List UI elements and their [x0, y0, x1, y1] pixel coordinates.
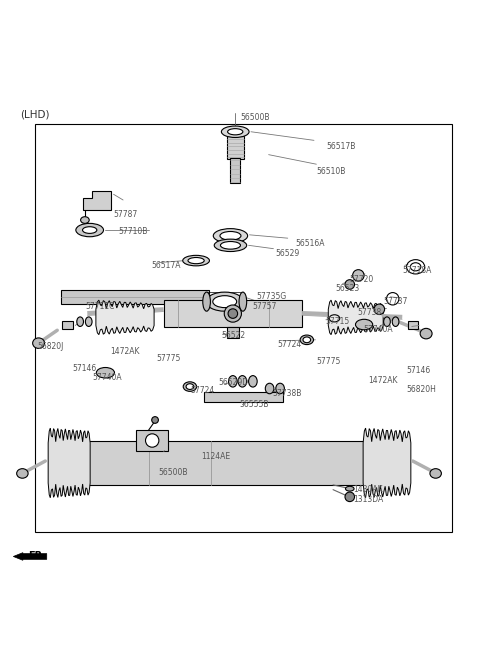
Text: 57737: 57737	[383, 297, 408, 306]
Text: 57775: 57775	[156, 354, 181, 363]
Text: FR.: FR.	[28, 552, 46, 562]
Circle shape	[374, 304, 384, 314]
Ellipse shape	[420, 329, 432, 339]
Text: 56516A: 56516A	[295, 239, 324, 249]
Ellipse shape	[228, 376, 237, 387]
Text: 56517B: 56517B	[326, 142, 355, 151]
Polygon shape	[13, 552, 47, 560]
Circle shape	[145, 434, 159, 447]
Text: 57757: 57757	[252, 302, 276, 311]
Ellipse shape	[276, 383, 284, 394]
Ellipse shape	[238, 376, 247, 387]
Circle shape	[353, 269, 364, 281]
Text: 57740A: 57740A	[92, 373, 122, 382]
Text: 56529D: 56529D	[218, 378, 249, 387]
Polygon shape	[96, 300, 154, 335]
Ellipse shape	[33, 338, 45, 348]
Text: 57787: 57787	[114, 210, 138, 219]
Circle shape	[224, 305, 241, 322]
Text: 57715: 57715	[325, 317, 349, 326]
Text: 57710B: 57710B	[118, 226, 148, 235]
Text: 57735G: 57735G	[257, 292, 287, 301]
Text: 57720: 57720	[350, 276, 374, 284]
Ellipse shape	[183, 255, 209, 266]
Ellipse shape	[81, 216, 89, 223]
Ellipse shape	[346, 487, 354, 491]
Text: 1472AK: 1472AK	[368, 376, 397, 385]
Bar	[35, 124, 452, 532]
Text: 1472AK: 1472AK	[110, 347, 140, 355]
Ellipse shape	[83, 226, 97, 233]
Ellipse shape	[300, 335, 313, 345]
Ellipse shape	[96, 368, 115, 378]
Ellipse shape	[76, 223, 104, 237]
Bar	[164, 300, 302, 327]
Text: 56820H: 56820H	[406, 386, 436, 394]
Bar	[227, 327, 239, 339]
Text: 57724: 57724	[190, 386, 214, 395]
Text: 57718A: 57718A	[402, 265, 432, 275]
Text: 57738B: 57738B	[273, 389, 302, 398]
Text: 57146: 57146	[406, 366, 431, 376]
Ellipse shape	[213, 228, 248, 243]
Polygon shape	[83, 192, 111, 210]
Ellipse shape	[220, 231, 241, 240]
Ellipse shape	[203, 292, 210, 311]
Text: 56510B: 56510B	[316, 167, 346, 176]
Bar	[62, 321, 73, 329]
Ellipse shape	[220, 241, 240, 249]
Text: 57740A: 57740A	[363, 325, 393, 334]
Ellipse shape	[221, 126, 249, 138]
Text: 57711C: 57711C	[85, 302, 114, 311]
Ellipse shape	[303, 337, 311, 343]
Text: (LHD): (LHD)	[21, 109, 50, 119]
Text: 1124AE: 1124AE	[201, 452, 230, 461]
Text: 57775: 57775	[316, 357, 341, 366]
Ellipse shape	[356, 319, 372, 330]
Ellipse shape	[228, 128, 243, 135]
Circle shape	[152, 417, 158, 423]
Ellipse shape	[265, 383, 274, 394]
Polygon shape	[363, 428, 411, 498]
Text: 56500B: 56500B	[158, 468, 187, 476]
Ellipse shape	[213, 296, 237, 308]
Ellipse shape	[183, 382, 197, 391]
Bar	[408, 321, 419, 329]
Circle shape	[345, 280, 355, 289]
Ellipse shape	[77, 317, 84, 327]
Text: 57724: 57724	[277, 340, 301, 349]
Text: 1430AK: 1430AK	[354, 485, 383, 494]
Circle shape	[345, 492, 355, 501]
Text: 57738: 57738	[357, 308, 381, 317]
Polygon shape	[48, 428, 90, 498]
Ellipse shape	[430, 468, 442, 478]
Ellipse shape	[384, 317, 390, 327]
Ellipse shape	[17, 468, 28, 478]
Ellipse shape	[188, 257, 204, 263]
Bar	[86, 441, 368, 485]
Bar	[230, 159, 240, 183]
Text: 56522: 56522	[221, 331, 245, 341]
Bar	[204, 392, 283, 402]
Text: 56523: 56523	[336, 284, 360, 293]
Bar	[227, 136, 244, 159]
Polygon shape	[328, 300, 383, 335]
Text: 1313DA: 1313DA	[354, 495, 384, 504]
Text: 56517A: 56517A	[152, 261, 181, 270]
Ellipse shape	[206, 292, 243, 311]
Bar	[61, 290, 209, 304]
Ellipse shape	[392, 317, 399, 327]
Ellipse shape	[239, 292, 247, 311]
Circle shape	[228, 309, 238, 319]
Text: 56820J: 56820J	[37, 343, 63, 351]
Bar	[136, 431, 168, 450]
Text: 56555B: 56555B	[239, 400, 268, 409]
Ellipse shape	[249, 376, 257, 387]
Text: 57146: 57146	[72, 364, 96, 373]
Text: 56529: 56529	[276, 249, 300, 258]
Ellipse shape	[85, 317, 92, 327]
Ellipse shape	[214, 239, 247, 251]
Text: 56500B: 56500B	[240, 113, 269, 122]
Ellipse shape	[186, 384, 194, 390]
